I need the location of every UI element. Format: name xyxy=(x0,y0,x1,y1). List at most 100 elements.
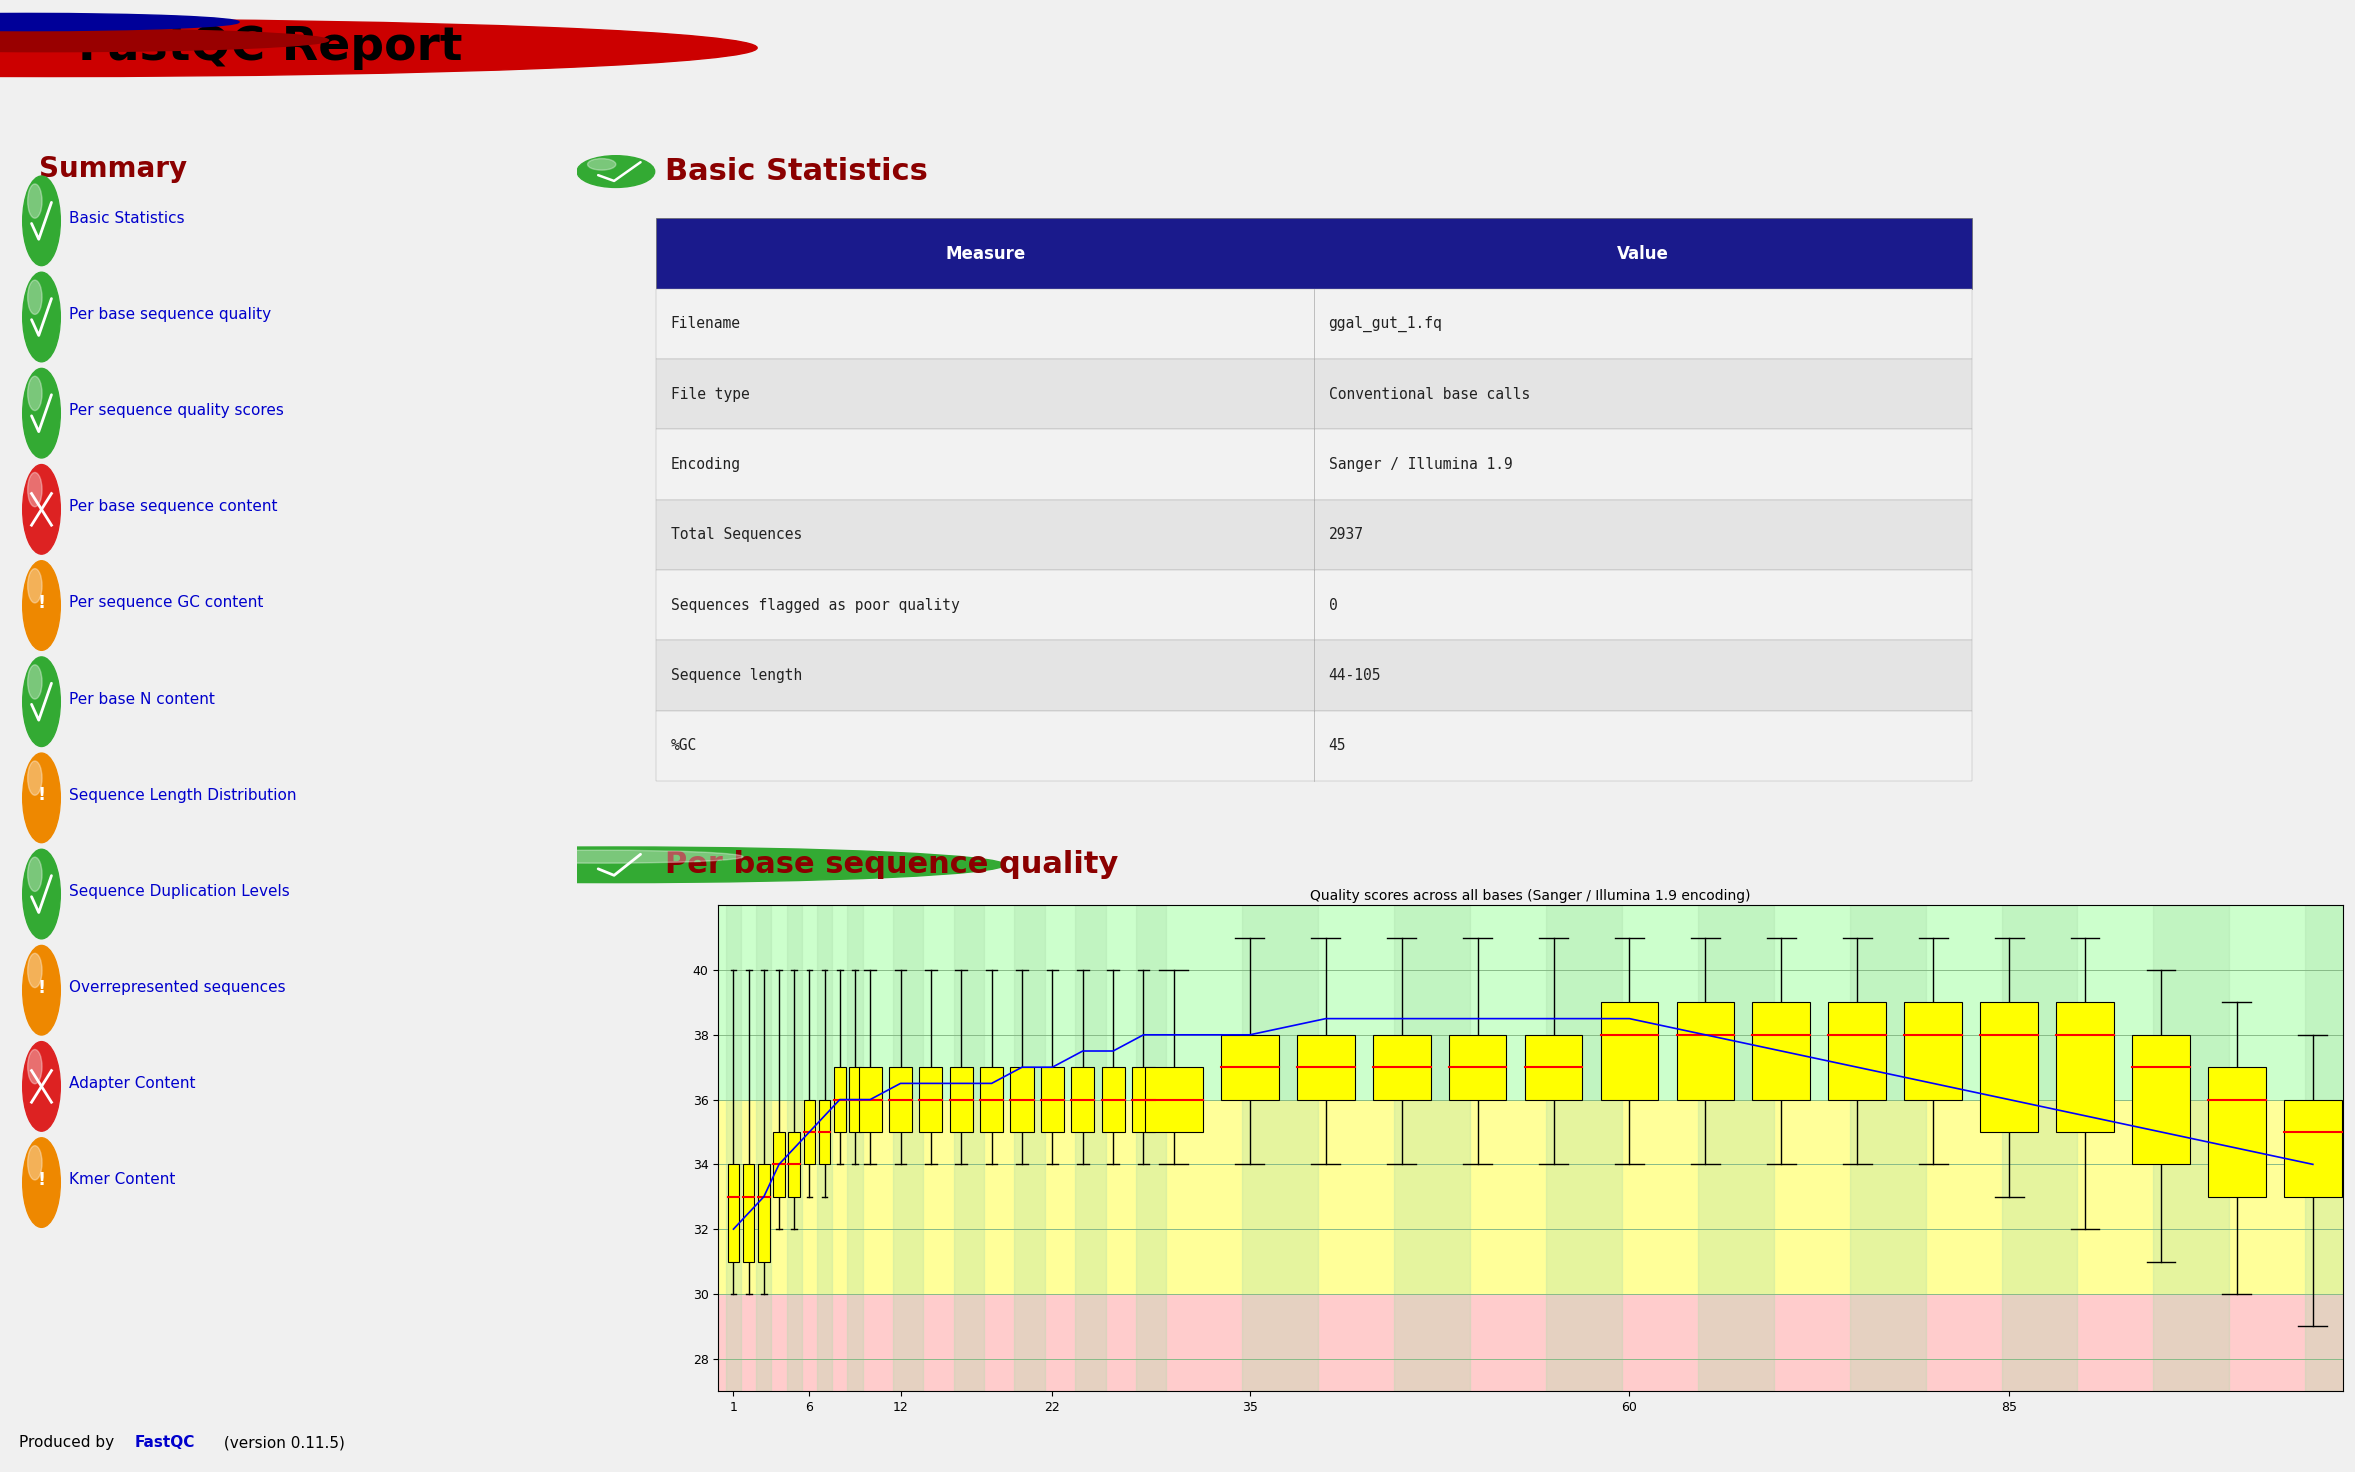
FancyBboxPatch shape xyxy=(657,359,1973,430)
Bar xyxy=(1076,905,1104,1391)
Bar xyxy=(787,905,801,1391)
Text: Sequence length: Sequence length xyxy=(671,668,801,683)
Bar xyxy=(820,1100,831,1164)
Text: Basic Statistics: Basic Statistics xyxy=(68,210,184,225)
Bar xyxy=(954,905,984,1391)
FancyBboxPatch shape xyxy=(657,500,1973,570)
Circle shape xyxy=(0,19,758,77)
Text: Measure: Measure xyxy=(944,244,1024,262)
Bar xyxy=(1072,1067,1095,1132)
Bar xyxy=(1102,1067,1126,1132)
Bar xyxy=(893,905,923,1391)
Bar xyxy=(1448,1035,1507,1100)
Bar xyxy=(725,905,742,1391)
Bar xyxy=(2284,1100,2341,1197)
Text: Filename: Filename xyxy=(671,316,739,331)
Bar xyxy=(742,1164,754,1262)
Bar xyxy=(758,1164,770,1262)
Text: 2937: 2937 xyxy=(1328,527,1364,542)
Text: Value: Value xyxy=(1618,244,1670,262)
Text: Produced by: Produced by xyxy=(19,1435,118,1450)
Bar xyxy=(848,905,862,1391)
FancyBboxPatch shape xyxy=(657,218,1973,289)
Circle shape xyxy=(24,177,61,265)
Text: !: ! xyxy=(38,979,45,997)
Text: 44-105: 44-105 xyxy=(1328,668,1380,683)
Text: Sequence Length Distribution: Sequence Length Distribution xyxy=(68,788,297,802)
Bar xyxy=(1601,1002,1658,1100)
Bar xyxy=(1133,1067,1154,1132)
Text: !: ! xyxy=(38,593,45,612)
Bar xyxy=(803,1100,815,1164)
Bar xyxy=(756,905,772,1391)
Text: Sequences flagged as poor quality: Sequences flagged as poor quality xyxy=(671,598,958,612)
Text: Adapter Content: Adapter Content xyxy=(68,1076,195,1091)
Text: FastQC: FastQC xyxy=(134,1435,195,1450)
Circle shape xyxy=(24,465,61,553)
Bar xyxy=(817,905,831,1391)
Bar xyxy=(1041,1067,1064,1132)
Text: Summary: Summary xyxy=(38,155,186,183)
Text: !: ! xyxy=(38,786,45,804)
Text: Conventional base calls: Conventional base calls xyxy=(1328,387,1531,402)
Bar xyxy=(1135,905,1166,1391)
Text: !: ! xyxy=(38,1170,45,1189)
Bar xyxy=(949,1067,973,1132)
Title: Quality scores across all bases (Sanger / Illumina 1.9 encoding): Quality scores across all bases (Sanger … xyxy=(1309,889,1752,902)
Bar xyxy=(2306,905,2350,1391)
Bar xyxy=(1849,905,1926,1391)
Bar xyxy=(2131,1035,2190,1164)
Bar xyxy=(1981,1002,2037,1132)
Bar xyxy=(772,1132,784,1197)
Bar xyxy=(2056,1002,2115,1132)
Circle shape xyxy=(28,665,42,699)
Text: FastQC Report: FastQC Report xyxy=(78,25,462,71)
Circle shape xyxy=(28,568,42,604)
Bar xyxy=(2152,905,2230,1391)
Text: Per base sequence content: Per base sequence content xyxy=(68,499,278,514)
Bar xyxy=(1220,1035,1279,1100)
Circle shape xyxy=(28,954,42,988)
Circle shape xyxy=(24,1138,61,1228)
Text: ggal_gut_1.fq: ggal_gut_1.fq xyxy=(1328,316,1441,333)
Bar xyxy=(860,1067,881,1132)
Circle shape xyxy=(28,857,42,892)
Bar xyxy=(718,905,2343,1100)
Bar xyxy=(789,1132,801,1197)
FancyBboxPatch shape xyxy=(657,640,1973,711)
Circle shape xyxy=(28,1145,42,1181)
Text: Per base sequence quality: Per base sequence quality xyxy=(68,306,271,322)
FancyBboxPatch shape xyxy=(657,711,1973,782)
Bar xyxy=(718,1294,2343,1391)
Bar xyxy=(850,1067,860,1132)
Bar xyxy=(728,1164,739,1262)
Bar xyxy=(1905,1002,1962,1100)
Text: Encoding: Encoding xyxy=(671,458,739,473)
Text: 0: 0 xyxy=(1328,598,1338,612)
Bar xyxy=(1827,1002,1886,1100)
Circle shape xyxy=(0,13,240,31)
Text: (version 0.11.5): (version 0.11.5) xyxy=(219,1435,344,1450)
Circle shape xyxy=(24,272,61,362)
Circle shape xyxy=(24,368,61,458)
Circle shape xyxy=(28,1050,42,1083)
Bar xyxy=(918,1067,942,1132)
FancyBboxPatch shape xyxy=(657,289,1973,359)
Bar xyxy=(2002,905,2077,1391)
Text: 45: 45 xyxy=(1328,739,1347,754)
Text: Overrepresented sequences: Overrepresented sequences xyxy=(68,980,285,995)
Circle shape xyxy=(28,473,42,506)
Bar xyxy=(1752,1002,1811,1100)
Circle shape xyxy=(577,156,655,187)
FancyBboxPatch shape xyxy=(657,570,1973,640)
Bar xyxy=(1373,1035,1429,1100)
Bar xyxy=(1394,905,1470,1391)
Circle shape xyxy=(24,561,61,651)
Bar xyxy=(1677,1002,1733,1100)
Circle shape xyxy=(226,846,1006,883)
FancyBboxPatch shape xyxy=(657,430,1973,500)
Circle shape xyxy=(28,184,42,218)
Text: Per sequence quality scores: Per sequence quality scores xyxy=(68,403,285,418)
Text: Kmer Content: Kmer Content xyxy=(68,1172,177,1188)
Bar xyxy=(980,1067,1003,1132)
